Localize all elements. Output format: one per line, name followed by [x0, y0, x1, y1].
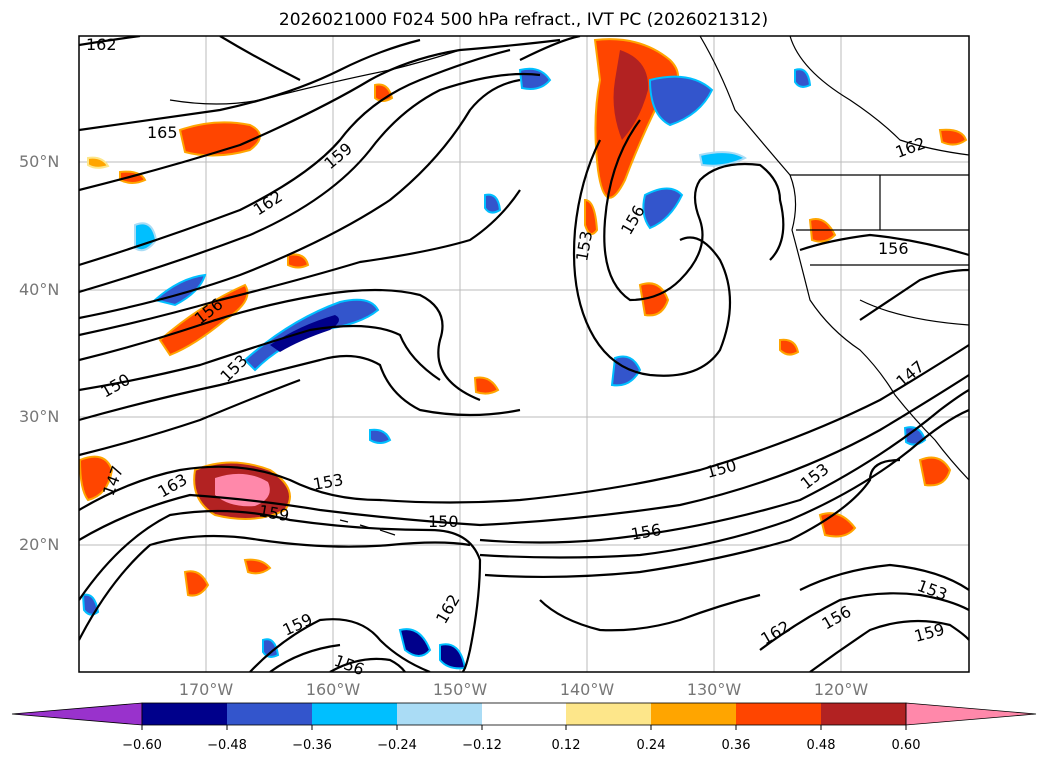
lat-label: 30°N: [19, 407, 60, 426]
colorbar-bin: [482, 703, 566, 725]
lon-label: 170°W: [178, 680, 234, 699]
colorbar-tick-label: 0.24: [636, 738, 666, 753]
lat-label: 40°N: [19, 280, 60, 299]
colorbar-bin: [142, 703, 227, 725]
colorbar-tick-label: 0.48: [806, 738, 836, 753]
colorbar-extend-high: [905, 702, 1037, 726]
coastlines: [169, 36, 969, 536]
colorbar-bin: [566, 703, 651, 725]
colorbar-bin: [227, 703, 312, 725]
refractivity-contours: [79, 36, 969, 672]
colorbar-tick-label: −0.60: [122, 738, 162, 753]
colorbar-extend-low: [11, 702, 143, 726]
colorbar-bin: [821, 703, 906, 725]
colorbar-tick-label: −0.48: [207, 738, 247, 753]
gridlines: [79, 36, 969, 672]
colorbar-tick-label: −0.36: [292, 738, 332, 753]
colorbar: [11, 702, 1037, 730]
lon-label: 130°W: [686, 680, 742, 699]
contour-label: 150: [428, 512, 459, 531]
contour-label: 156: [878, 239, 909, 258]
negative-anomaly-shading: [81, 67, 927, 670]
colorbar-tick-label: 0.60: [891, 738, 921, 753]
colorbar-bin: [397, 703, 482, 725]
colorbar-bin: [312, 703, 397, 725]
map-title: 2026021000 F024 500 hPa refract., IVT PC…: [278, 10, 769, 30]
colorbar-tick-label: −0.12: [462, 738, 502, 753]
lon-label: 140°W: [559, 680, 615, 699]
colorbar-tick-label: −0.24: [377, 738, 417, 753]
lon-label: 120°W: [813, 680, 869, 699]
plot-border: [78, 35, 970, 673]
colorbar-bin: [736, 703, 821, 725]
lon-label: 150°W: [432, 680, 488, 699]
lat-label: 50°N: [19, 152, 60, 171]
contour-label: 162: [86, 35, 117, 54]
lon-label: 160°W: [305, 680, 361, 699]
colorbar-tick-label: 0.36: [721, 738, 751, 753]
colorbar-tick-label: 0.12: [551, 738, 581, 753]
contour-label: 165: [147, 123, 178, 142]
colorbar-bin: [651, 703, 736, 725]
lat-label: 20°N: [19, 535, 60, 554]
